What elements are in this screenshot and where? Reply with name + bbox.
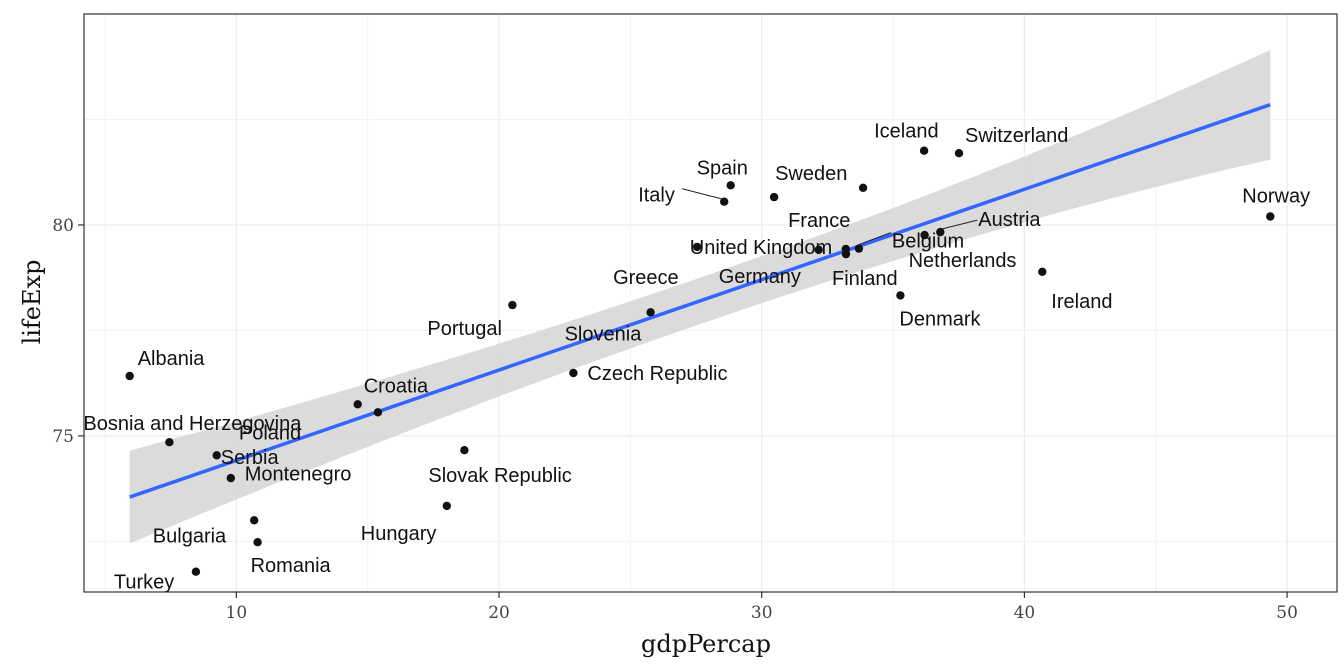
leader-belgium bbox=[858, 232, 892, 246]
label-italy: Italy bbox=[638, 185, 675, 207]
label-norway: Norway bbox=[1242, 186, 1310, 208]
label-croatia: Croatia bbox=[364, 375, 429, 397]
point-norway bbox=[1266, 212, 1275, 221]
x-tick-label: 20 bbox=[488, 603, 510, 623]
x-tick-label: 30 bbox=[751, 603, 773, 623]
leader-austria bbox=[937, 219, 978, 231]
x-tick-label: 10 bbox=[226, 603, 248, 623]
leader-italy bbox=[682, 188, 722, 200]
label-united-kingdom: United Kingdom bbox=[690, 237, 832, 259]
point-slovak-republic bbox=[460, 446, 469, 455]
x-tick-label: 50 bbox=[1276, 603, 1298, 623]
label-hungary: Hungary bbox=[361, 523, 437, 545]
label-montenegro: Montenegro bbox=[245, 463, 352, 485]
label-ireland: Ireland bbox=[1051, 291, 1112, 313]
point-sweden bbox=[858, 183, 868, 192]
point-ireland bbox=[1038, 267, 1047, 276]
label-sweden: Sweden bbox=[775, 163, 847, 185]
point-portugal bbox=[508, 300, 517, 310]
point-labels: Albania Austria Belgium Bosnia and Herzegov… bbox=[83, 121, 1310, 594]
point-turkey bbox=[191, 567, 201, 576]
confidence-ribbon bbox=[129, 49, 1271, 544]
point-belgium bbox=[854, 244, 864, 253]
label-france: France bbox=[788, 210, 850, 232]
axes: 10 20 30 40 50 75 80 bbox=[52, 216, 1298, 623]
label-romania: Romania bbox=[251, 555, 332, 577]
point-bosnia-and-herzegovina bbox=[165, 438, 174, 447]
y-axis-title: lifeExp bbox=[18, 260, 46, 345]
point-france bbox=[769, 192, 779, 202]
point-iceland bbox=[919, 146, 929, 155]
label-iceland: Iceland bbox=[874, 121, 939, 143]
point-montenegro bbox=[212, 451, 221, 460]
label-greece: Greece bbox=[613, 267, 679, 289]
point-poland bbox=[373, 408, 383, 417]
label-poland: Poland bbox=[239, 422, 301, 444]
point-serbia bbox=[226, 473, 235, 483]
label-slovenia: Slovenia bbox=[565, 323, 643, 345]
point-hungary bbox=[442, 501, 451, 511]
point-united-kingdom bbox=[841, 244, 850, 254]
label-leader-lines bbox=[682, 188, 978, 246]
label-slovak-republic: Slovak Republic bbox=[428, 465, 571, 487]
panel-border-rect bbox=[83, 13, 1338, 593]
label-finland: Finland bbox=[832, 268, 898, 290]
label-netherlands: Netherlands bbox=[909, 250, 1017, 272]
label-switzerland: Switzerland bbox=[965, 125, 1068, 147]
label-austria: Austria bbox=[978, 209, 1041, 231]
label-serbia: Serbia bbox=[221, 447, 280, 469]
label-belgium: Belgium bbox=[892, 231, 964, 253]
plot-border bbox=[83, 13, 1338, 593]
label-turkey: Turkey bbox=[114, 572, 174, 594]
confidence-band bbox=[129, 49, 1271, 544]
label-denmark: Denmark bbox=[899, 308, 981, 330]
point-austria bbox=[936, 227, 945, 237]
y-tick-label: 75 bbox=[52, 427, 74, 447]
point-germany bbox=[814, 245, 823, 254]
y-tick-label: 80 bbox=[52, 216, 74, 236]
label-bosnia-and-herzegovina: Bosnia and Herzegovina bbox=[83, 413, 302, 435]
x-axis-title: gdpPercap bbox=[641, 630, 771, 658]
label-czech-republic: Czech Republic bbox=[587, 363, 727, 385]
regression-line bbox=[129, 103, 1271, 499]
label-spain: Spain bbox=[697, 157, 748, 179]
point-netherlands bbox=[920, 230, 929, 240]
data-points bbox=[125, 146, 1275, 576]
label-portugal: Portugal bbox=[427, 318, 502, 340]
point-romania bbox=[253, 538, 262, 547]
label-albania: Albania bbox=[138, 348, 206, 370]
point-greece bbox=[692, 242, 702, 252]
point-slovenia bbox=[646, 308, 655, 317]
point-spain bbox=[726, 181, 735, 190]
point-switzerland bbox=[954, 149, 964, 158]
point-italy bbox=[720, 197, 729, 206]
point-croatia bbox=[353, 400, 362, 409]
label-germany: Germany bbox=[719, 266, 801, 288]
label-bulgaria: Bulgaria bbox=[153, 525, 227, 547]
point-denmark bbox=[896, 291, 905, 300]
point-czech-republic bbox=[569, 368, 578, 378]
x-tick-label: 40 bbox=[1014, 603, 1036, 623]
point-bulgaria bbox=[250, 516, 259, 525]
trend-line bbox=[129, 103, 1271, 499]
point-albania bbox=[125, 371, 134, 381]
